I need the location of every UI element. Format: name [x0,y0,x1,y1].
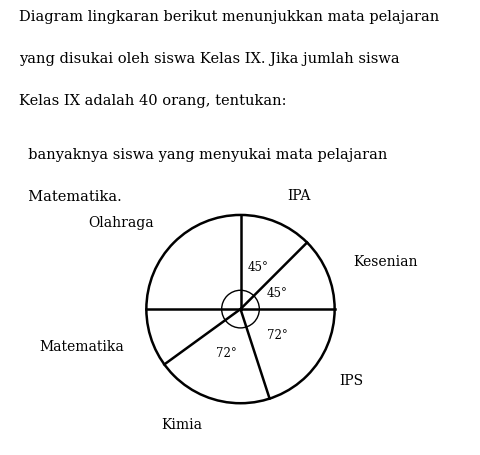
Circle shape [146,215,334,403]
Text: Kesenian: Kesenian [353,255,417,269]
Text: Kelas IX adalah 40 orang, tentukan:: Kelas IX adalah 40 orang, tentukan: [19,94,286,108]
Text: 72°: 72° [215,347,236,360]
Text: Olahraga: Olahraga [88,216,154,230]
Text: 45°: 45° [247,261,268,274]
Text: 72°: 72° [266,329,287,342]
Text: 45°: 45° [266,288,287,300]
Text: Diagram lingkaran berikut menunjukkan mata pelajaran: Diagram lingkaran berikut menunjukkan ma… [19,10,439,24]
Text: banyaknya siswa yang menyukai mata pelajaran: banyaknya siswa yang menyukai mata pelaj… [19,148,387,162]
Text: Matematika.: Matematika. [19,190,122,204]
Text: Matematika: Matematika [39,340,124,354]
Text: Kimia: Kimia [161,419,202,432]
Text: IPS: IPS [339,374,363,388]
Text: yang disukai oleh siswa Kelas IX. Jika jumlah siswa: yang disukai oleh siswa Kelas IX. Jika j… [19,51,399,66]
Text: IPA: IPA [287,189,310,203]
